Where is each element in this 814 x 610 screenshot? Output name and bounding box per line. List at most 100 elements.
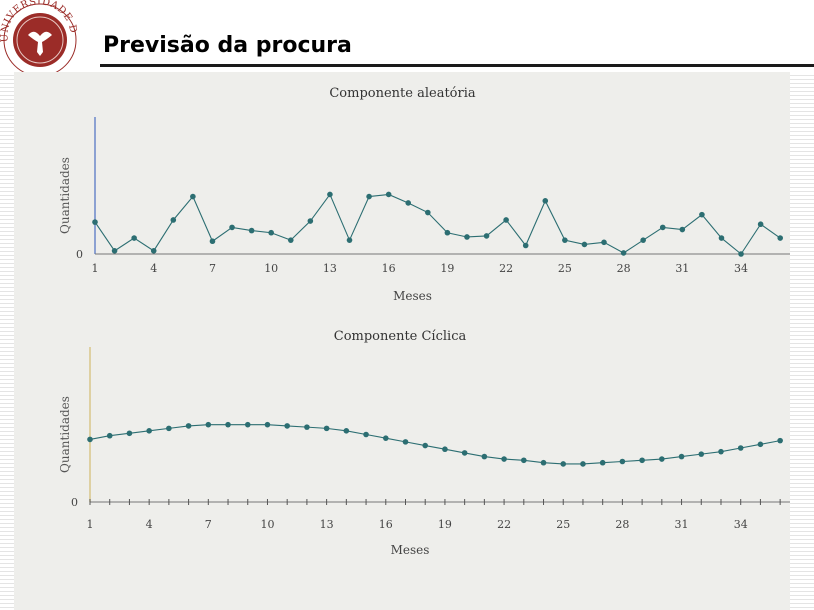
chart-random-component: Componente aleatória Quantidades Meses 0… bbox=[58, 86, 790, 303]
page-title: Previsão da procura bbox=[103, 33, 352, 58]
data-point bbox=[542, 198, 549, 204]
data-point bbox=[444, 229, 451, 236]
x-axis-label: Meses bbox=[391, 543, 430, 557]
data-point bbox=[170, 217, 177, 223]
x-tick-label: 13 bbox=[323, 262, 337, 275]
data-point bbox=[718, 235, 725, 241]
data-point bbox=[442, 446, 448, 453]
x-tick-label: 7 bbox=[205, 518, 212, 531]
x-tick-label: 22 bbox=[499, 262, 513, 275]
x-tick-label: 28 bbox=[615, 518, 629, 531]
x-tick-label: 10 bbox=[260, 518, 274, 531]
data-point bbox=[229, 224, 235, 231]
data-point bbox=[501, 456, 507, 462]
data-point bbox=[304, 424, 310, 430]
data-point bbox=[225, 421, 231, 428]
x-tick-label: 16 bbox=[382, 262, 396, 275]
data-point bbox=[757, 221, 764, 228]
data-point bbox=[503, 217, 509, 223]
x-tick-label: 19 bbox=[438, 518, 452, 531]
x-tick-label: 1 bbox=[87, 518, 94, 531]
data-point bbox=[190, 193, 196, 200]
series-line bbox=[94, 193, 781, 255]
data-point bbox=[346, 237, 353, 243]
x-tick-label: 31 bbox=[675, 518, 689, 531]
data-point bbox=[659, 456, 665, 462]
data-point bbox=[405, 200, 412, 206]
data-point bbox=[166, 425, 172, 432]
data-point bbox=[481, 453, 488, 460]
x-tick-label: 25 bbox=[556, 518, 570, 531]
chart-photo-area bbox=[14, 72, 790, 610]
header-band bbox=[0, 0, 814, 72]
data-point bbox=[580, 461, 586, 467]
y-axis-label: Quantidades bbox=[58, 396, 72, 473]
data-point bbox=[560, 461, 567, 467]
data-point bbox=[698, 451, 705, 457]
y-tick-label: 0 bbox=[71, 496, 78, 509]
right-margin-stripes bbox=[790, 72, 814, 610]
data-point bbox=[620, 250, 627, 256]
data-point bbox=[777, 235, 784, 241]
data-point bbox=[385, 191, 392, 198]
data-point bbox=[540, 459, 547, 466]
data-point bbox=[639, 457, 645, 464]
data-point bbox=[679, 226, 686, 233]
data-point bbox=[150, 248, 157, 254]
data-point bbox=[738, 251, 744, 257]
chart-title: Componente aleatória bbox=[329, 86, 476, 101]
x-tick-label: 31 bbox=[675, 262, 689, 275]
data-point bbox=[483, 233, 490, 239]
data-point bbox=[87, 436, 93, 443]
y-tick-label: 0 bbox=[76, 248, 83, 261]
data-point bbox=[92, 219, 98, 225]
x-tick-label: 1 bbox=[92, 262, 99, 275]
data-point bbox=[601, 239, 607, 246]
data-point bbox=[264, 421, 271, 428]
data-point bbox=[619, 458, 626, 465]
data-point bbox=[185, 423, 192, 429]
data-point bbox=[640, 237, 646, 243]
data-point bbox=[146, 428, 152, 434]
x-tick-label: 19 bbox=[440, 262, 454, 275]
data-point bbox=[522, 242, 529, 249]
data-point bbox=[248, 227, 255, 234]
x-axis-label: Meses bbox=[393, 289, 432, 303]
data-point bbox=[327, 191, 333, 198]
data-point bbox=[307, 218, 314, 224]
data-point bbox=[343, 428, 350, 434]
data-point bbox=[659, 224, 666, 231]
data-point bbox=[678, 453, 685, 460]
x-tick-label: 22 bbox=[497, 518, 511, 531]
data-point bbox=[562, 237, 568, 243]
title-rule bbox=[100, 64, 814, 67]
x-tick-label: 16 bbox=[379, 518, 393, 531]
x-tick-label: 34 bbox=[734, 262, 748, 275]
data-point bbox=[521, 457, 527, 464]
data-point bbox=[464, 234, 470, 240]
data-point bbox=[111, 248, 118, 254]
data-point bbox=[777, 437, 783, 444]
x-tick-label: 34 bbox=[734, 518, 748, 531]
data-point bbox=[699, 211, 705, 218]
data-point bbox=[422, 442, 429, 449]
data-point bbox=[106, 432, 113, 439]
series-line bbox=[89, 424, 781, 465]
y-axis-label: Quantidades bbox=[58, 157, 72, 234]
data-point bbox=[131, 235, 137, 241]
data-point bbox=[737, 445, 744, 451]
data-point bbox=[425, 209, 431, 216]
x-tick-label: 13 bbox=[320, 518, 334, 531]
data-point bbox=[209, 238, 216, 245]
x-tick-label: 4 bbox=[150, 262, 157, 275]
x-tick-label: 7 bbox=[209, 262, 216, 275]
data-point bbox=[323, 425, 330, 432]
x-tick-label: 25 bbox=[558, 262, 572, 275]
data-point bbox=[402, 439, 409, 445]
x-tick-label: 10 bbox=[264, 262, 278, 275]
data-point bbox=[205, 421, 212, 428]
data-point bbox=[126, 430, 133, 437]
data-point bbox=[461, 450, 468, 456]
x-tick-label: 28 bbox=[617, 262, 631, 275]
data-point bbox=[718, 448, 724, 455]
